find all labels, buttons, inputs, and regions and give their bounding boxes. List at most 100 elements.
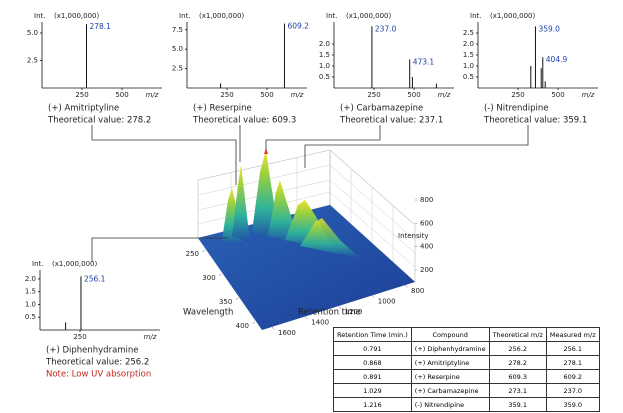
table-cell: 237.0 [545, 383, 600, 398]
y-tick-label: 1.5 [25, 288, 36, 296]
table-cell: 359.0 [545, 397, 600, 412]
caption: (+) Amitriptyline [48, 104, 119, 114]
y-tick-label: 1.0 [463, 62, 474, 70]
tick-label-3d: 400 [236, 322, 249, 330]
y-axis-label: Int. [470, 12, 481, 20]
x-axis-label: m/z [146, 91, 159, 99]
table-cell: 0.791 [333, 341, 412, 356]
connector [91, 237, 228, 262]
y-axis-label: Int. [179, 12, 190, 20]
y-tick-label: 2.5 [27, 57, 38, 65]
tick-3d [338, 305, 342, 309]
x-axis-label: Wavelength [183, 308, 233, 318]
table-cell: 0.868 [333, 355, 412, 370]
y-tick-label: 5.0 [172, 45, 183, 53]
tick-3d [271, 326, 275, 330]
y-tick-label: 1.0 [25, 300, 36, 308]
y-tick-label: 1.0 [319, 62, 330, 70]
header-cell: Compound [410, 327, 490, 342]
surface-peak [300, 218, 360, 258]
caption: Theoretical value: 359.1 [483, 116, 587, 126]
x-tick-label: 250 [367, 91, 380, 99]
x-tick-label: 250 [73, 333, 86, 341]
surface-peak [232, 165, 250, 242]
y-axis-unit: (x1,000,000) [54, 12, 99, 20]
x-axis-label: m/z [438, 91, 451, 99]
y-tick-label: 1.5 [463, 51, 474, 59]
x-tick-label: 500 [551, 91, 564, 99]
tick-label-3d: 350 [219, 298, 232, 306]
peak-label: 359.0 [538, 24, 560, 33]
x-tick-label: 250 [220, 91, 233, 99]
x-axis-label: m/z [144, 333, 157, 341]
y-axis-unit: (x1,000,000) [490, 12, 535, 20]
tick-label-3d: 400 [420, 243, 433, 251]
tick-3d [219, 273, 222, 276]
table-cell: 1.029 [333, 383, 412, 398]
y-tick-label: 2.5 [172, 65, 183, 73]
tick-3d [252, 321, 256, 324]
y-tick-label: 2.0 [463, 40, 474, 48]
table-cell: (+) Amitriptyline [410, 355, 490, 370]
y-axis-label: Int. [34, 12, 45, 20]
y-tick-label: 2.5 [463, 29, 474, 37]
tick-3d [202, 249, 206, 252]
tick-3d [371, 295, 375, 299]
x-tick-label: 250 [75, 91, 88, 99]
tick-label-3d: 1000 [378, 298, 396, 306]
tick-label-3d: 1400 [311, 319, 329, 327]
x-axis-label: m/z [582, 91, 595, 99]
tick-label-3d: 600 [420, 219, 433, 227]
table-cell: 609.2 [545, 369, 600, 384]
table-row: 0.891 (+) Reserpine 609.3 609.2 [333, 369, 600, 384]
y-axis-label: Int. [326, 12, 337, 20]
caption: Theoretical value: 278.2 [47, 116, 151, 126]
caption: Theoretical value: 237.1 [339, 116, 443, 126]
y-tick-label: 0.5 [25, 313, 36, 321]
floor [198, 205, 415, 330]
tick-3d [235, 297, 239, 300]
y-axis-label: Retention time [298, 308, 361, 318]
connector [304, 125, 529, 168]
caption: Theoretical value: 256.2 [45, 358, 149, 368]
x-axis-label: m/z [291, 91, 304, 99]
table-cell: (+) Carbamazepine [410, 383, 490, 398]
tick-label-3d: 200 [420, 266, 433, 274]
x-tick-label: 500 [115, 91, 128, 99]
tick-label-3d: 1200 [345, 308, 363, 316]
table-row: 1.029 (+) Carbamazepine 273.1 237.0 [333, 383, 600, 398]
header-cell: Retention Time (min.) [333, 327, 412, 342]
table-cell: 256.2 [488, 341, 547, 356]
caption: Note: Low UV absorption [46, 370, 151, 380]
peak-label: 237.0 [375, 24, 397, 33]
table-cell: 0.891 [333, 369, 412, 384]
tick-label-3d: 300 [202, 274, 215, 282]
table-cell: 359.1 [488, 397, 547, 412]
tick-label-3d: 1600 [278, 329, 296, 337]
y-tick-label: 2.0 [25, 275, 36, 283]
peak-label: 473.1 [413, 57, 435, 66]
y-tick-label: 1.5 [319, 51, 330, 59]
table-cell: 609.3 [488, 369, 547, 384]
table-row: 1.216 (-) Nitrendipine 359.1 359.0 [333, 397, 600, 412]
surface-peak-top [264, 148, 268, 154]
y-axis-unit: (x1,000,000) [346, 12, 391, 20]
table-cell: 256.1 [545, 341, 600, 356]
y-tick-label: 5.0 [27, 29, 38, 37]
tick-3d [404, 284, 408, 288]
table-cell: 278.1 [545, 355, 600, 370]
y-tick-label: 2.0 [319, 40, 330, 48]
y-axis-unit: (x1,000,000) [199, 12, 244, 20]
y-tick-label: 7.5 [172, 26, 183, 34]
peak-label: 256.1 [84, 274, 106, 283]
table-cell: 273.1 [488, 383, 547, 398]
y-axis-label: Int. [32, 260, 43, 268]
caption: (+) Diphenhydramine [46, 346, 139, 356]
table-cell: 1.216 [333, 397, 412, 412]
table-cell: (-) Nitrendipine [410, 397, 490, 412]
peak-label: 404.9 [546, 55, 568, 64]
connector [91, 125, 237, 185]
peak-label: 278.1 [89, 22, 111, 31]
y-axis-unit: (x1,000,000) [52, 260, 97, 268]
